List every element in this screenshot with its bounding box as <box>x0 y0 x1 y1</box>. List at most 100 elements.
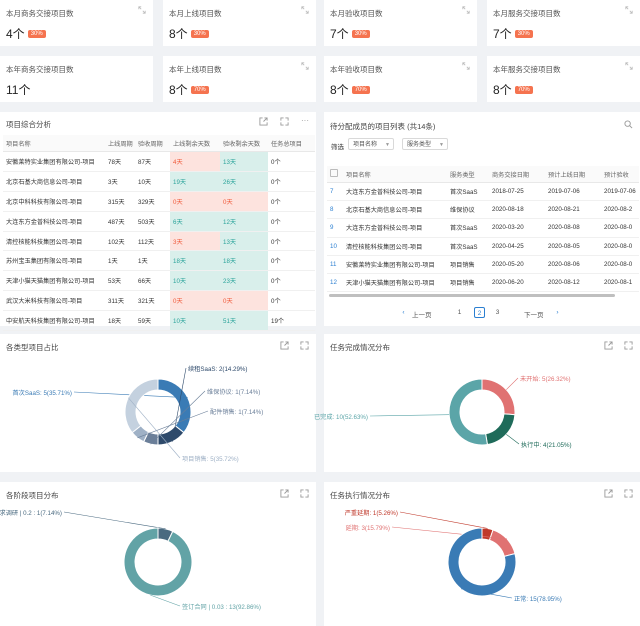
table-cell: 1天 <box>105 250 135 272</box>
table-row[interactable]: 中安航天科技集团有限公司-项目 18天 59天 10天 51天 19个 <box>3 310 315 332</box>
table-cell: 2020-08-0 <box>601 218 639 238</box>
stat-label: 本月商务交接项目数 <box>6 9 74 18</box>
page-1[interactable]: 1 <box>457 309 462 316</box>
leader-line <box>369 414 450 417</box>
table-row[interactable]: 8 北京石基大商信息公司-项目 维保协议 2020-08-18 2020-08-21 20… <box>327 200 639 220</box>
table-cell: 安徽莱特实业集团有限公司-项目 <box>3 151 105 172</box>
table-cell: 102天 <box>105 231 135 252</box>
stat-value: 8个 30% <box>169 25 209 42</box>
table-row[interactable]: 10 清控核能科技集团公司-项目 首次SaaS 2020-04-25 2020-08-0… <box>327 237 639 256</box>
table-row[interactable]: 北京中科科技有限公司-项目 315天 329天 0天 0天 0个 <box>3 191 315 212</box>
expand-icon[interactable] <box>138 6 146 14</box>
table-row[interactable]: 11 安徽莱特实业集团有限公司-项目 项目销售 2020-05-20 2020-08-0… <box>327 255 639 274</box>
table-cell: 0个 <box>268 250 315 272</box>
stat-label: 本年商务交接项目数 <box>6 65 74 74</box>
share-icon[interactable] <box>604 341 613 350</box>
expand-icon[interactable] <box>462 62 470 70</box>
more-icon[interactable]: ··· <box>301 116 309 125</box>
slice-label: 已完成: 10(52.63%) <box>314 414 368 421</box>
panel-title: 待分配成员的项目列表 (共14条) <box>330 122 436 131</box>
expand-icon[interactable] <box>301 62 309 70</box>
table-row[interactable]: 大连东方金普科技公司-项目 487天 503天 6天 12天 0个 <box>3 211 315 232</box>
donut-slice[interactable] <box>488 529 516 557</box>
column-header: 预计验收 <box>601 166 639 183</box>
donut-slice[interactable] <box>485 413 516 446</box>
table-row[interactable]: 北京石基大商信息公司-项目 3天 10天 19天 26天 0个 <box>3 171 315 192</box>
chevron-left-icon[interactable]: ‹ <box>402 309 405 316</box>
table-row[interactable]: 天津小猫天猫集团有限公司-项目 53天 66天 10天 23天 0个 <box>3 270 315 292</box>
stat-label: 本月服务交接项目数 <box>493 9 561 18</box>
task-execution-chart-panel: 任务执行情况分布 严重延期: 1(5.26%) 延期: 3(15.79%) 正常: … <box>324 482 640 626</box>
donut-slice[interactable] <box>448 378 489 446</box>
share-icon[interactable] <box>604 489 613 498</box>
slice-label: 续租SaaS: 2(14.29%) <box>188 366 248 373</box>
table-body: 安徽莱特实业集团有限公司-项目 78天 87天 4天 13天 0个 北京石基大商信息公司-项… <box>3 151 315 332</box>
stat-value: 7个 30% <box>330 25 370 42</box>
stat-label: 本月上线项目数 <box>169 9 222 18</box>
leader-line <box>150 390 206 445</box>
fullscreen-icon[interactable] <box>300 341 309 350</box>
table-cell: 1天 <box>135 250 170 272</box>
table-row[interactable]: 清控核能科技集团公司-项目 102天 112天 3天 13天 0个 <box>3 231 315 252</box>
expand-icon[interactable] <box>301 6 309 14</box>
table-row[interactable]: 7 大连东方金普科技公司-项目 首次SaaS 2018-07-25 2019-07-06… <box>327 182 639 202</box>
donut-slice[interactable] <box>123 527 193 597</box>
table-cell: 维保协议 <box>447 200 489 220</box>
share-icon[interactable] <box>259 117 268 126</box>
table-row[interactable]: 12 天津小猫天猫集团有限公司-项目 项目销售 2020-06-20 2020-08-1… <box>327 273 639 293</box>
fullscreen-icon[interactable] <box>624 341 633 350</box>
donut-slice[interactable] <box>157 378 192 434</box>
table-row[interactable]: 苏州宝玉集团有限公司-项目 1天 1天 18天 18天 0个 <box>3 250 315 272</box>
table-row[interactable]: 安徽莱特实业集团有限公司-项目 78天 87天 4天 13天 0个 <box>3 151 315 172</box>
stat-badge: 30% <box>351 30 370 38</box>
fullscreen-icon[interactable] <box>280 117 289 126</box>
table-cell: 0个 <box>268 211 315 232</box>
table-cell: 天津小猫天猫集团有限公司-项目 <box>343 273 447 293</box>
leader-line <box>128 397 181 459</box>
pending-projects-table: 项目名称 服务类型 商务交接日期 预计上线日期 预计验收 7 大连东方金普科技公司-项目首… <box>327 166 639 293</box>
prev-page-link[interactable]: 上一页 <box>412 312 432 319</box>
fullscreen-icon[interactable] <box>300 489 309 498</box>
service-type-select[interactable]: 服务类型 ▼ <box>402 138 448 150</box>
share-icon[interactable] <box>280 341 289 350</box>
donut-slice[interactable] <box>481 378 516 416</box>
stat-value: 8个 70% <box>169 81 209 98</box>
table-cell: 315天 <box>105 191 135 212</box>
table-cell: 2020-03-20 <box>489 218 545 238</box>
table-cell: 87天 <box>135 151 170 172</box>
table-header-row: 项目名称 上线周期 验收周期 上线剩余天数 验收剩余天数 任务总项目 <box>3 135 315 152</box>
panel-title: 任务执行情况分布 <box>330 491 390 500</box>
expand-icon[interactable] <box>625 62 633 70</box>
donut-slice[interactable] <box>124 378 159 434</box>
search-icon[interactable] <box>624 120 633 129</box>
row-index: 11 <box>327 255 343 274</box>
next-page-link[interactable]: 下一页 <box>524 312 544 319</box>
page-2[interactable]: 2 <box>474 307 485 318</box>
table-cell: 6天 <box>170 211 220 232</box>
select-all-checkbox[interactable] <box>327 166 343 183</box>
chevron-right-icon[interactable]: › <box>556 309 559 316</box>
table-cell: 66天 <box>135 270 170 292</box>
column-header: 验收剩余天数 <box>220 135 268 152</box>
table-cell: 0个 <box>268 270 315 292</box>
leader-line <box>506 434 520 445</box>
stat-card-year-service: 本年服务交接项目数 8个 70% <box>487 56 640 102</box>
expand-icon[interactable] <box>462 6 470 14</box>
table-row[interactable]: 武汉大米科技有限公司-项目 311天 321天 0天 0天 0个 <box>3 290 315 312</box>
share-icon[interactable] <box>280 489 289 498</box>
expand-icon[interactable] <box>625 6 633 14</box>
project-name-select[interactable]: 项目名称 ▼ <box>348 138 394 150</box>
table-cell: 26天 <box>220 171 268 192</box>
slice-label: 需求调研 | 0.2 : 1(7.14%) <box>0 510 62 517</box>
table-cell: 59天 <box>135 310 170 332</box>
slice-label: 严重延期: 1(5.26%) <box>344 510 398 517</box>
fullscreen-icon[interactable] <box>624 489 633 498</box>
table-row[interactable]: 9 大连东方金普科技公司-项目 首次SaaS 2020-03-20 2020-08-08… <box>327 218 639 238</box>
table-cell: 北京石基大商信息公司-项目 <box>3 171 105 192</box>
horizontal-scrollbar[interactable] <box>329 294 615 297</box>
page-3[interactable]: 3 <box>495 309 500 316</box>
chevron-down-icon: ▼ <box>439 142 444 148</box>
table-cell: 2019-07-06 <box>601 182 639 202</box>
table-cell: 23天 <box>220 270 268 292</box>
column-header: 服务类型 <box>447 166 489 183</box>
